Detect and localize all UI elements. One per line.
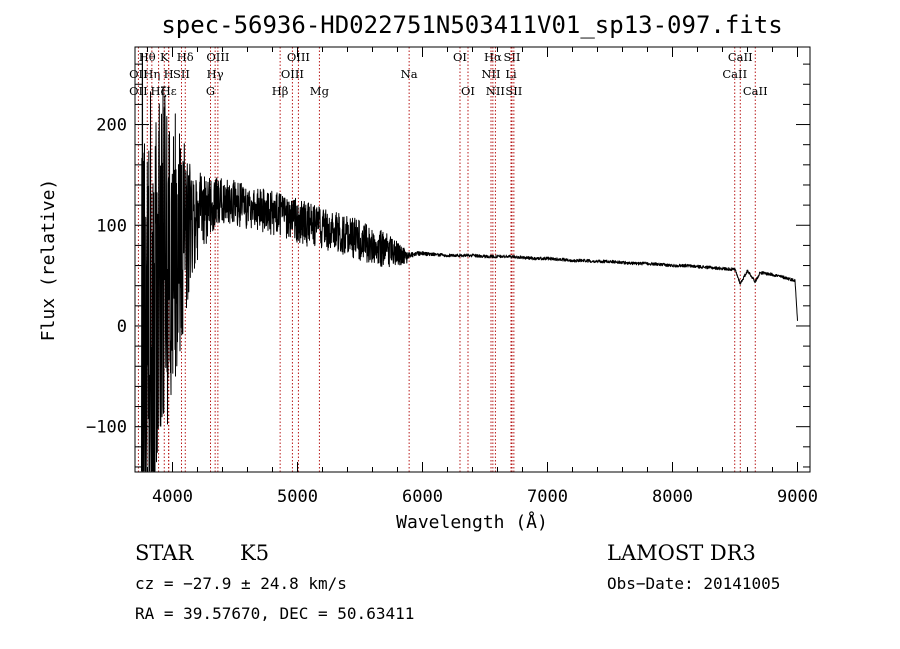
plot-frame [134, 46, 811, 473]
spectral-subclass: K5 [240, 541, 269, 565]
line-marker-label: NII [486, 84, 505, 98]
line-marker-label: NII [481, 67, 500, 81]
chart-title: spec-56936-HD022751N503411V01_sp13-097.f… [161, 11, 782, 39]
x-tick-label: 8000 [652, 487, 693, 507]
line-marker-label: Hθ [139, 50, 156, 64]
line-marker-label: Hβ [272, 84, 289, 98]
line-marker-label: OIII [281, 67, 304, 81]
line-marker-label: SII [505, 84, 522, 98]
observation-date: Obs−Date: 20141005 [607, 574, 780, 593]
y-axis-label: Flux (relative) [38, 179, 59, 342]
line-marker-label: Mg [310, 84, 330, 98]
line-marker-label: OIII [206, 50, 229, 64]
line-marker-label: Hε [161, 84, 177, 98]
line-marker-label: H [164, 67, 174, 81]
spectrum-series [141, 53, 798, 472]
spectrum-line [141, 53, 798, 472]
line-marker-label: OII [129, 84, 148, 98]
x-tick-label: 9000 [777, 487, 818, 507]
y-tick-label: 100 [96, 216, 127, 236]
survey-name: LAMOST DR3 [607, 541, 756, 565]
line-marker-label: CaII [743, 84, 768, 98]
line-marker-label: Na [401, 67, 418, 81]
line-marker-label: CaII [728, 50, 753, 64]
line-marker-label: Li [505, 67, 517, 81]
y-tick-label: 0 [117, 317, 127, 337]
object-type: STAR [135, 541, 194, 565]
line-marker-label: OI [453, 50, 467, 64]
x-tick-label: 7000 [527, 487, 568, 507]
x-tick-label: 4000 [152, 487, 193, 507]
x-axis-label: Wavelength (Å) [396, 511, 548, 533]
line-marker-label: Hδ [177, 50, 194, 64]
x-tick-label: 5000 [277, 487, 318, 507]
line-marker-label: OI [461, 84, 475, 98]
line-marker-label: SII [173, 67, 190, 81]
y-tick-label: −100 [86, 418, 127, 438]
redshift-readout: cz = −27.9 ± 24.8 km/s [135, 574, 347, 593]
coordinates-readout: RA = 39.57670, DEC = 50.63411 [135, 604, 414, 623]
line-marker-label: K [160, 50, 169, 64]
line-marker-label: Hα [484, 50, 502, 64]
line-marker-label: Hγ [207, 67, 224, 81]
line-marker-label: G [206, 84, 215, 98]
line-marker-label: CaII [722, 67, 747, 81]
line-marker-label: OIII [287, 50, 310, 64]
line-marker-label: Hη [143, 67, 160, 81]
x-axis: 4000 5000 6000 7000 8000 9000 [147, 47, 818, 507]
y-tick-label: 200 [96, 116, 127, 136]
line-marker-label: SII [504, 50, 521, 64]
x-tick-label: 6000 [402, 487, 443, 507]
y-axis: −100 0 100 200 [86, 63, 810, 468]
